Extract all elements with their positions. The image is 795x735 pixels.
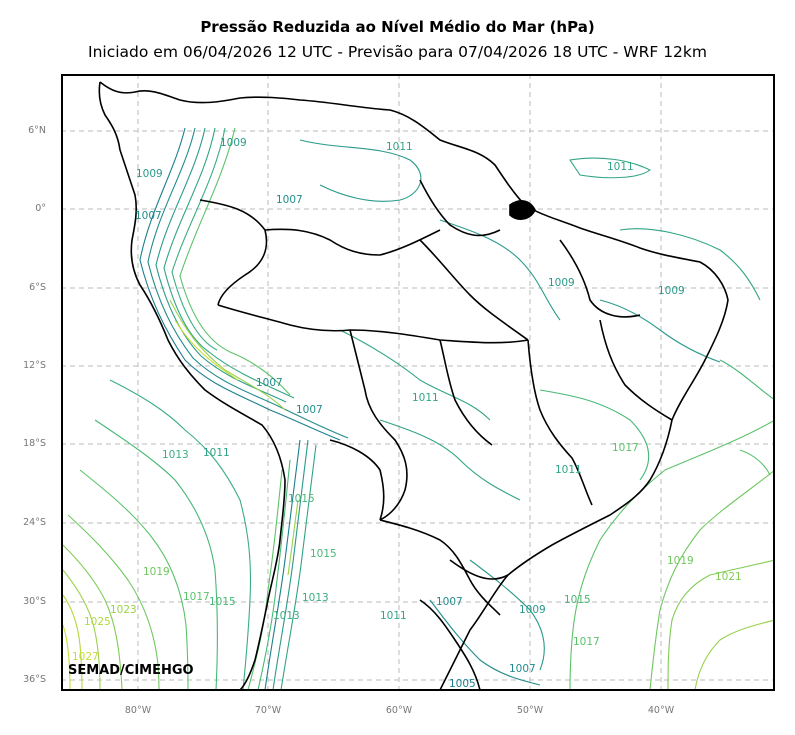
graticule — [63, 76, 773, 689]
contour-label: 1017 — [612, 442, 639, 454]
lon-label-40w: 40°W — [647, 705, 675, 716]
contour-label: 1007 — [276, 194, 303, 206]
contour-label: 1019 — [667, 555, 694, 567]
contour-label: 1017 — [573, 636, 600, 648]
contour-label: 1013 — [302, 592, 329, 604]
lat-label-0: 0° — [35, 203, 46, 214]
contour-label: 1011 — [607, 161, 634, 173]
contour-label: 1009 — [220, 137, 247, 149]
contour-label: 1019 — [143, 566, 170, 578]
coastline — [98, 81, 729, 689]
lon-label-80w: 80°W — [124, 705, 152, 716]
lon-label-50w: 50°W — [516, 705, 544, 716]
contour-label: 1013 — [162, 449, 189, 461]
contour-label: 1013 — [273, 610, 300, 622]
contour-label: 1011 — [380, 610, 407, 622]
isobar-contours — [63, 127, 773, 689]
contour-label: 1023 — [110, 604, 137, 616]
contour-label: 1015 — [209, 596, 236, 608]
lat-label-6n: 6°N — [28, 125, 46, 136]
lat-label-30s: 30°S — [23, 596, 46, 607]
contour-label: 1009 — [548, 277, 575, 289]
contour-label: 1021 — [715, 571, 742, 583]
credit-label: SEMAD/CIMEHGO — [68, 663, 194, 678]
contour-label: 1027 — [72, 651, 99, 663]
contour-label: 1007 — [436, 596, 463, 608]
contour-label: 1005 — [449, 678, 476, 690]
contour-label: 1009 — [136, 168, 163, 180]
contour-label: 1015 — [310, 548, 337, 560]
map-canvas: 1009 1009 1011 1011 1007 1007 1009 1009 … — [63, 76, 773, 690]
contour-label: 1011 — [555, 464, 582, 476]
contour-label: 1011 — [412, 392, 439, 404]
lat-label-18s: 18°S — [23, 438, 46, 449]
contour-label: 1007 — [296, 404, 323, 416]
contour-label: 1011 — [386, 141, 413, 153]
map-title: Pressão Reduzida ao Nível Médio do Mar (… — [200, 18, 595, 36]
lon-label-60w: 60°W — [385, 705, 413, 716]
lat-label-24s: 24°S — [23, 517, 46, 528]
contour-label: 1009 — [519, 604, 546, 616]
lat-label-12s: 12°S — [23, 360, 46, 371]
contour-label: 1007 — [135, 210, 162, 222]
lat-label-6s: 6°S — [29, 282, 46, 293]
map-subtitle: Iniciado em 06/04/2026 12 UTC - Previsão… — [88, 43, 707, 61]
lon-label-70w: 70°W — [254, 705, 282, 716]
contour-label: 1007 — [256, 377, 283, 389]
contour-label: 1025 — [84, 616, 111, 628]
contour-label: 1009 — [658, 285, 685, 297]
map-frame: 1009 1009 1011 1011 1007 1007 1009 1009 … — [61, 74, 775, 691]
contour-label: 1015 — [564, 594, 591, 606]
lat-label-36s: 36°S — [23, 674, 46, 685]
contour-label: 1011 — [203, 447, 230, 459]
contour-labels: 1009 1009 1011 1011 1007 1007 1009 1009 … — [72, 137, 742, 690]
contour-label: 1015 — [288, 493, 315, 505]
contour-label: 1007 — [509, 663, 536, 675]
contour-label: 1017 — [183, 591, 210, 603]
